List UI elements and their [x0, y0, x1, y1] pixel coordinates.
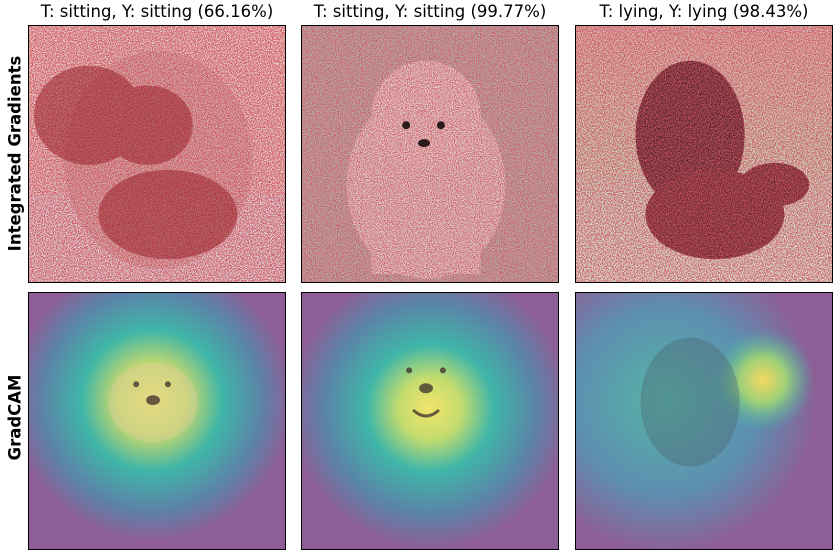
gradcam-panel-1: [28, 292, 286, 550]
ig-panel-3: [575, 25, 833, 283]
gradcam-panel-2: [301, 292, 559, 550]
column-title-3: T: lying, Y: lying (98.43%): [599, 2, 809, 21]
ig-panel-1: [28, 25, 286, 283]
pomeranian-face: [402, 121, 445, 148]
row-label-gradcam: GradCAM: [5, 374, 25, 461]
gradcam-panel-3: [575, 292, 833, 550]
column-title-1: T: sitting, Y: sitting (66.16%): [40, 2, 274, 21]
ig-panel-2: [301, 25, 559, 283]
row-label-integrated-gradients: Integrated Gradients: [5, 55, 25, 252]
column-title-2: T: sitting, Y: sitting (99.77%): [313, 2, 547, 21]
